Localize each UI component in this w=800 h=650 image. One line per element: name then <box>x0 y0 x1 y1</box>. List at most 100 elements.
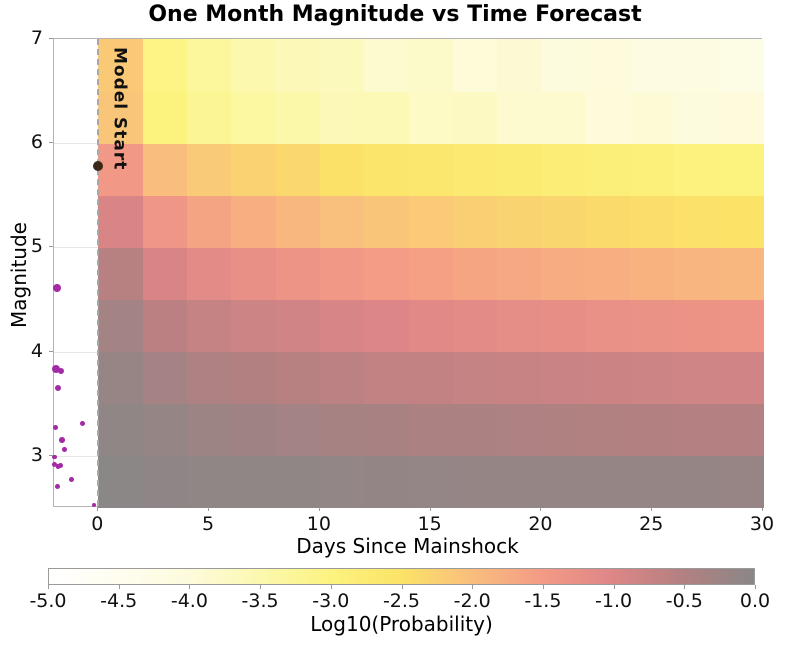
colorbar-tick-mark <box>401 585 403 589</box>
heatmap-cell <box>186 39 232 92</box>
colorbar-tick-mark <box>330 585 332 589</box>
y-tick-mark <box>49 350 53 352</box>
heatmap-cell <box>630 39 675 92</box>
heatmap-cell <box>630 91 675 144</box>
heatmap-cell <box>364 403 409 457</box>
heatmap-cell <box>319 247 365 301</box>
heatmap-cell <box>319 39 365 92</box>
y-axis-label: Magnitude <box>7 222 31 328</box>
heatmap-cell <box>630 247 675 301</box>
heatmap-cell <box>142 143 188 196</box>
heatmap-cell <box>541 299 587 353</box>
colorbar-tick-label: -4.0 <box>170 590 208 612</box>
heatmap-cell <box>364 195 409 248</box>
x-tick-mark <box>651 507 653 511</box>
heatmap-cell <box>718 91 764 144</box>
y-tick-label: 7 <box>30 27 43 49</box>
heatmap-cell <box>231 403 277 457</box>
heatmap-cell <box>231 91 277 144</box>
observed-event-point <box>52 365 61 374</box>
heatmap-cell <box>718 195 764 248</box>
heatmap-cell <box>674 455 720 509</box>
heatmap-cell <box>142 455 188 509</box>
heatmap-cell <box>497 403 542 457</box>
heatmap-cell <box>497 91 542 144</box>
heatmap-cell <box>408 91 454 144</box>
colorbar-tick-mark <box>684 585 686 589</box>
heatmap-cell <box>142 299 188 353</box>
heatmap-cell <box>497 143 542 196</box>
heatmap-cell <box>452 351 498 405</box>
heatmap-cell <box>452 91 498 144</box>
heatmap-cell <box>231 247 277 301</box>
heatmap-cell <box>231 299 277 353</box>
heatmap-cell <box>186 299 232 353</box>
colorbar-tick-label: -4.5 <box>100 590 138 612</box>
heatmap-cell <box>364 351 409 405</box>
heatmap-cell <box>98 403 144 457</box>
colorbar-tick-label: -3.0 <box>312 590 350 612</box>
observed-event-point <box>54 483 60 489</box>
model-start-annotation: Model Start <box>109 47 130 171</box>
heatmap-cell <box>585 91 631 144</box>
colorbar-tick-mark <box>472 585 474 589</box>
heatmap-cell <box>718 351 764 405</box>
heatmap-cell <box>585 351 631 405</box>
heatmap-cell <box>718 143 764 196</box>
colorbar-tick-mark <box>118 585 120 589</box>
heatmap-cell <box>186 195 232 248</box>
heatmap-cell <box>364 143 409 196</box>
heatmap-cell <box>585 247 631 301</box>
heatmap-cell <box>275 195 321 248</box>
plot-area: Model Start <box>52 38 764 509</box>
heatmap-cell <box>319 91 365 144</box>
heatmap-cell <box>98 91 144 144</box>
heatmap-cell <box>452 195 498 248</box>
heatmap-cell <box>541 143 587 196</box>
heatmap-cell <box>674 143 720 196</box>
heatmap-cell <box>541 91 587 144</box>
heatmap-cell <box>497 299 542 353</box>
heatmap-cell <box>630 403 675 457</box>
y-tick-mark <box>49 38 53 39</box>
heatmap-cell <box>585 299 631 353</box>
heatmap-cell <box>98 299 144 353</box>
observed-event-point <box>80 421 85 426</box>
heatmap-cell <box>408 299 454 353</box>
heatmap-cell <box>541 351 587 405</box>
observed-event-point <box>62 447 68 453</box>
x-tick-mark <box>208 507 210 511</box>
heatmap-cell <box>275 351 321 405</box>
heatmap-cell <box>319 403 365 457</box>
heatmap-cell <box>98 143 144 196</box>
heatmap-cell <box>364 39 409 92</box>
heatmap-cell <box>541 247 587 301</box>
heatmap-cell <box>364 299 409 353</box>
x-tick-label: 10 <box>306 513 331 535</box>
y-tick-mark <box>49 454 53 456</box>
y-tick-mark <box>49 246 53 248</box>
heatmap-cell <box>275 39 321 92</box>
heatmap-cell <box>452 299 498 353</box>
heatmap-cell <box>98 195 144 248</box>
heatmap-cell <box>186 143 232 196</box>
y-tick-label: 3 <box>30 443 43 466</box>
observed-event-point <box>52 454 57 460</box>
heatmap-cell <box>186 351 232 405</box>
heatmap-cell <box>186 403 232 457</box>
model-start-line <box>97 39 100 506</box>
heatmap-cell <box>452 403 498 457</box>
heatmap-cell <box>319 143 365 196</box>
x-tick-mark <box>429 507 431 511</box>
heatmap-cell <box>541 455 587 509</box>
y-tick-label: 6 <box>30 131 43 154</box>
heatmap-cell <box>275 247 321 301</box>
colorbar-tick-label: -1.5 <box>524 590 562 612</box>
observed-event-point <box>68 477 74 483</box>
heatmap-cell <box>275 455 321 509</box>
colorbar-tick-label: -5.0 <box>29 590 67 612</box>
colorbar-tick-label: 0.0 <box>739 590 771 612</box>
observed-event-point <box>91 502 96 507</box>
observed-event-point <box>59 437 65 444</box>
heatmap-cell <box>408 455 454 509</box>
